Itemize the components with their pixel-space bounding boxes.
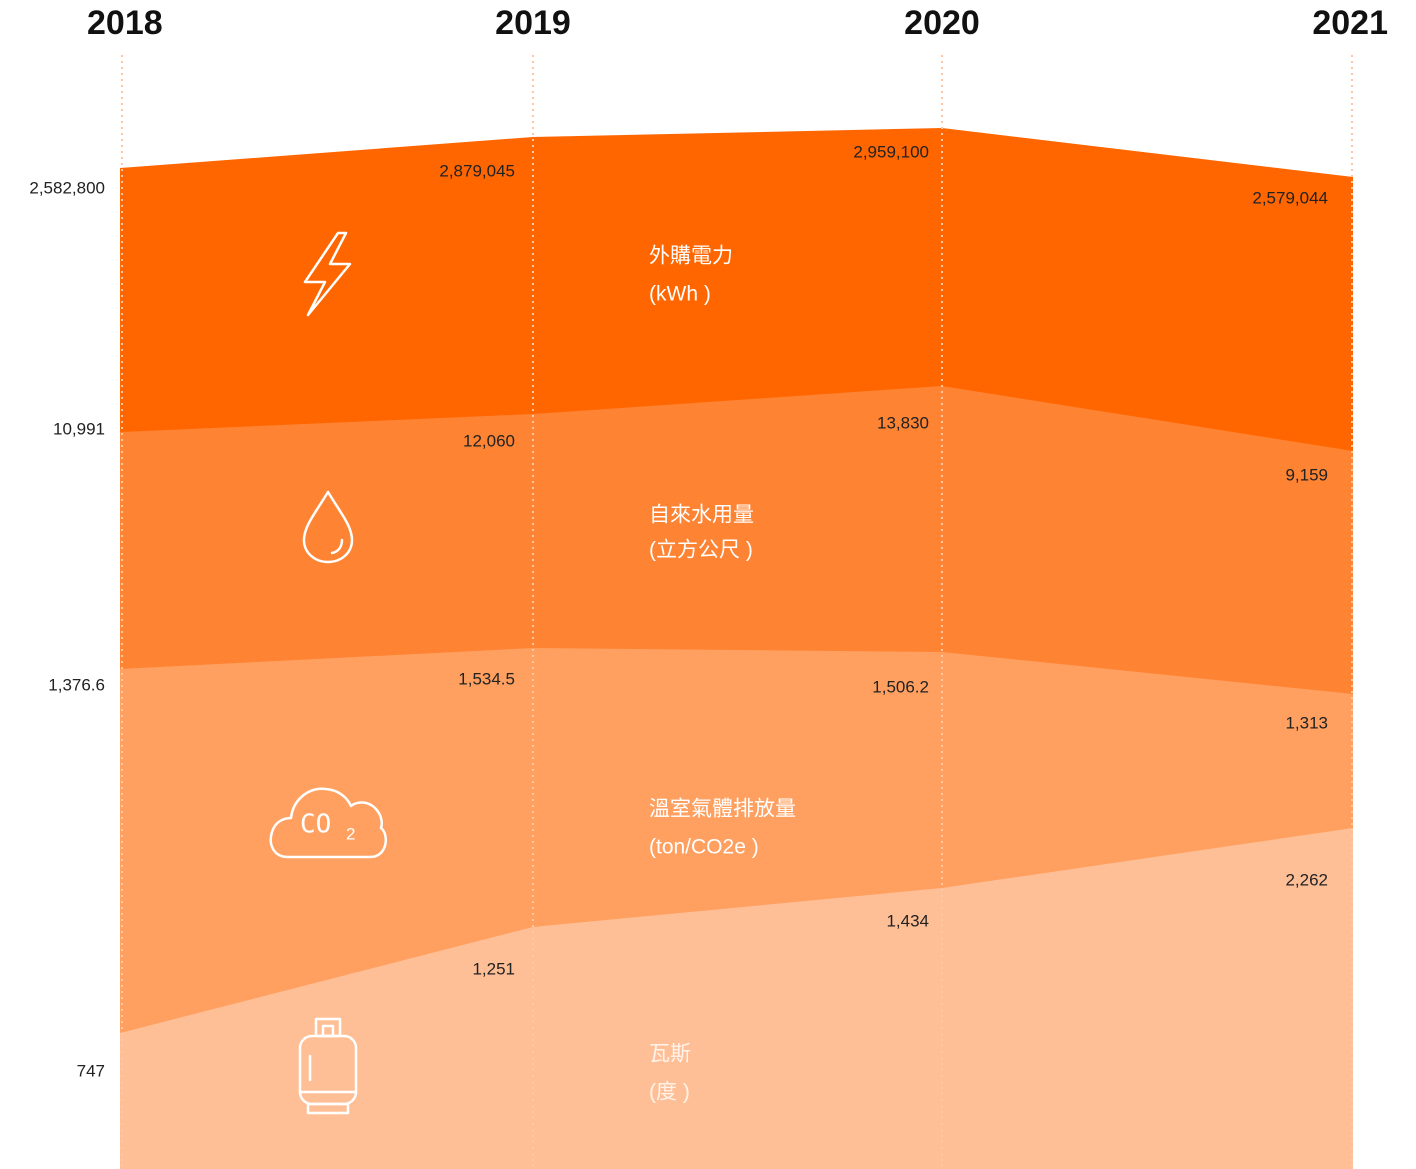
- value-label: 2,579,044: [1252, 188, 1328, 207]
- year-label: 2018: [87, 4, 163, 42]
- metric-unit: (度 ): [649, 1081, 690, 1104]
- value-label: 1,313: [1285, 713, 1328, 732]
- metric-label: 自來水用量: [649, 504, 754, 527]
- icon-co2: CO 2: [269, 787, 388, 859]
- value-label: 10,991: [53, 419, 105, 438]
- metric-unit: (立方公尺 ): [649, 539, 753, 562]
- icon-electricity: [303, 231, 352, 317]
- value-label: 9,159: [1285, 465, 1328, 484]
- metric-label: 外購電力: [649, 245, 733, 268]
- metric-unit: (kWh ): [649, 283, 711, 306]
- year-label: 2019: [495, 4, 571, 42]
- band-gas: [120, 828, 1353, 1169]
- value-label: 2,262: [1285, 870, 1328, 889]
- value-label: 1,506.2: [872, 677, 929, 696]
- icon-gas: [298, 1017, 358, 1115]
- value-label: 1,376.6: [48, 675, 105, 694]
- value-label: 1,434: [886, 911, 929, 930]
- value-label: 13,830: [877, 413, 929, 432]
- value-label: 1,534.5: [458, 669, 515, 688]
- value-label: 747: [77, 1061, 105, 1080]
- value-label: 2,879,045: [439, 161, 515, 180]
- value-label: 1,251: [472, 959, 515, 978]
- value-label: 2,959,100: [853, 142, 929, 161]
- icon-water: [302, 490, 354, 564]
- metric-label: 瓦斯: [649, 1043, 691, 1066]
- value-label: 12,060: [463, 431, 515, 450]
- year-label: 2020: [904, 4, 980, 42]
- svg-text:2: 2: [346, 824, 355, 843]
- metric-unit: (ton/CO2e ): [649, 836, 759, 859]
- metric-label: 溫室氣體排放量: [649, 798, 796, 821]
- svg-text:CO: CO: [300, 810, 331, 840]
- year-label: 2021: [1312, 4, 1388, 42]
- value-label: 2,582,800: [29, 178, 105, 197]
